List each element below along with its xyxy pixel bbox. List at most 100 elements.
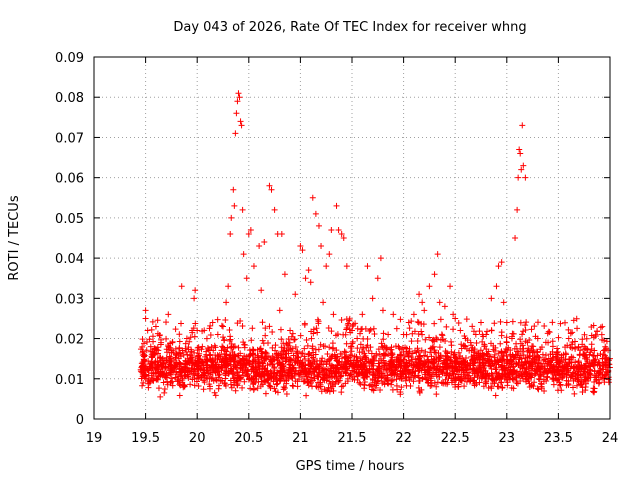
- data-point: [215, 372, 222, 379]
- data-point: [303, 337, 310, 344]
- data-point: [188, 346, 195, 353]
- data-point: [192, 320, 199, 327]
- data-point: [469, 344, 476, 351]
- data-point: [281, 384, 288, 391]
- data-point: [137, 368, 144, 375]
- data-point: [535, 386, 542, 393]
- data-point: [249, 346, 256, 353]
- data-point: [516, 146, 523, 153]
- data-point: [582, 383, 589, 390]
- data-point: [516, 354, 523, 361]
- data-point: [365, 347, 372, 354]
- data-point: [519, 373, 526, 380]
- data-point: [494, 373, 501, 380]
- data-point: [295, 354, 302, 361]
- data-point: [603, 345, 610, 352]
- y-tick-label: 0.02: [55, 333, 84, 348]
- data-point: [294, 378, 301, 385]
- data-point: [341, 348, 348, 355]
- data-point: [206, 352, 213, 359]
- data-point: [177, 373, 184, 380]
- data-point: [147, 343, 154, 350]
- data-point: [289, 382, 296, 389]
- data-point: [316, 357, 323, 364]
- data-point: [217, 378, 224, 385]
- data-point: [225, 283, 232, 290]
- data-point: [191, 375, 198, 382]
- data-point: [507, 352, 514, 359]
- data-point: [364, 263, 371, 270]
- data-point: [315, 222, 322, 229]
- data-point: [289, 345, 296, 352]
- data-point: [369, 366, 376, 373]
- data-point: [495, 383, 502, 390]
- data-point: [396, 361, 403, 368]
- data-point: [595, 370, 602, 377]
- data-point: [240, 372, 247, 379]
- data-point: [543, 373, 550, 380]
- data-point: [461, 383, 468, 390]
- data-point: [236, 94, 243, 101]
- data-point: [212, 365, 219, 372]
- data-point: [599, 323, 606, 330]
- data-point: [591, 347, 598, 354]
- data-point: [250, 386, 257, 393]
- data-point: [230, 363, 237, 370]
- data-point: [533, 356, 540, 363]
- data-point: [584, 377, 591, 384]
- data-point: [301, 367, 308, 374]
- data-point: [605, 361, 612, 368]
- data-point: [422, 336, 429, 343]
- data-point: [448, 348, 455, 355]
- data-point: [199, 371, 206, 378]
- data-point: [534, 319, 541, 326]
- data-point: [447, 283, 454, 290]
- data-point: [528, 374, 535, 381]
- data-point: [383, 376, 390, 383]
- data-point: [427, 367, 434, 374]
- data-point: [342, 349, 349, 356]
- data-point: [277, 375, 284, 382]
- data-point: [549, 343, 556, 350]
- x-axis-label: GPS time / hours: [296, 459, 405, 474]
- data-point: [510, 385, 517, 392]
- data-point: [301, 355, 308, 362]
- data-point: [517, 368, 524, 375]
- data-point: [557, 320, 564, 327]
- data-point: [222, 317, 229, 324]
- data-point: [424, 379, 431, 386]
- data-point: [164, 381, 171, 388]
- data-point: [150, 370, 157, 377]
- data-point: [529, 359, 536, 366]
- data-point: [437, 353, 444, 360]
- data-point: [200, 386, 207, 393]
- data-point: [310, 349, 317, 356]
- data-point: [320, 299, 327, 306]
- data-point: [412, 373, 419, 380]
- data-point: [216, 351, 223, 358]
- data-point: [412, 355, 419, 362]
- data-point: [482, 379, 489, 386]
- data-point: [434, 379, 441, 386]
- data-point: [267, 384, 274, 391]
- data-point: [499, 372, 506, 379]
- data-point: [525, 347, 532, 354]
- data-point: [425, 371, 432, 378]
- data-point: [550, 363, 557, 370]
- data-point: [301, 353, 308, 360]
- data-point: [183, 335, 190, 342]
- data-point: [450, 311, 457, 318]
- data-point: [254, 385, 261, 392]
- data-point: [340, 331, 347, 338]
- data-point: [590, 389, 597, 396]
- data-point: [518, 166, 525, 173]
- data-point: [357, 341, 364, 348]
- data-point: [261, 239, 268, 246]
- data-point: [153, 365, 160, 372]
- data-point: [406, 325, 413, 332]
- data-point: [411, 328, 418, 335]
- data-point: [340, 235, 347, 241]
- data-point: [195, 365, 202, 372]
- data-point: [397, 388, 404, 395]
